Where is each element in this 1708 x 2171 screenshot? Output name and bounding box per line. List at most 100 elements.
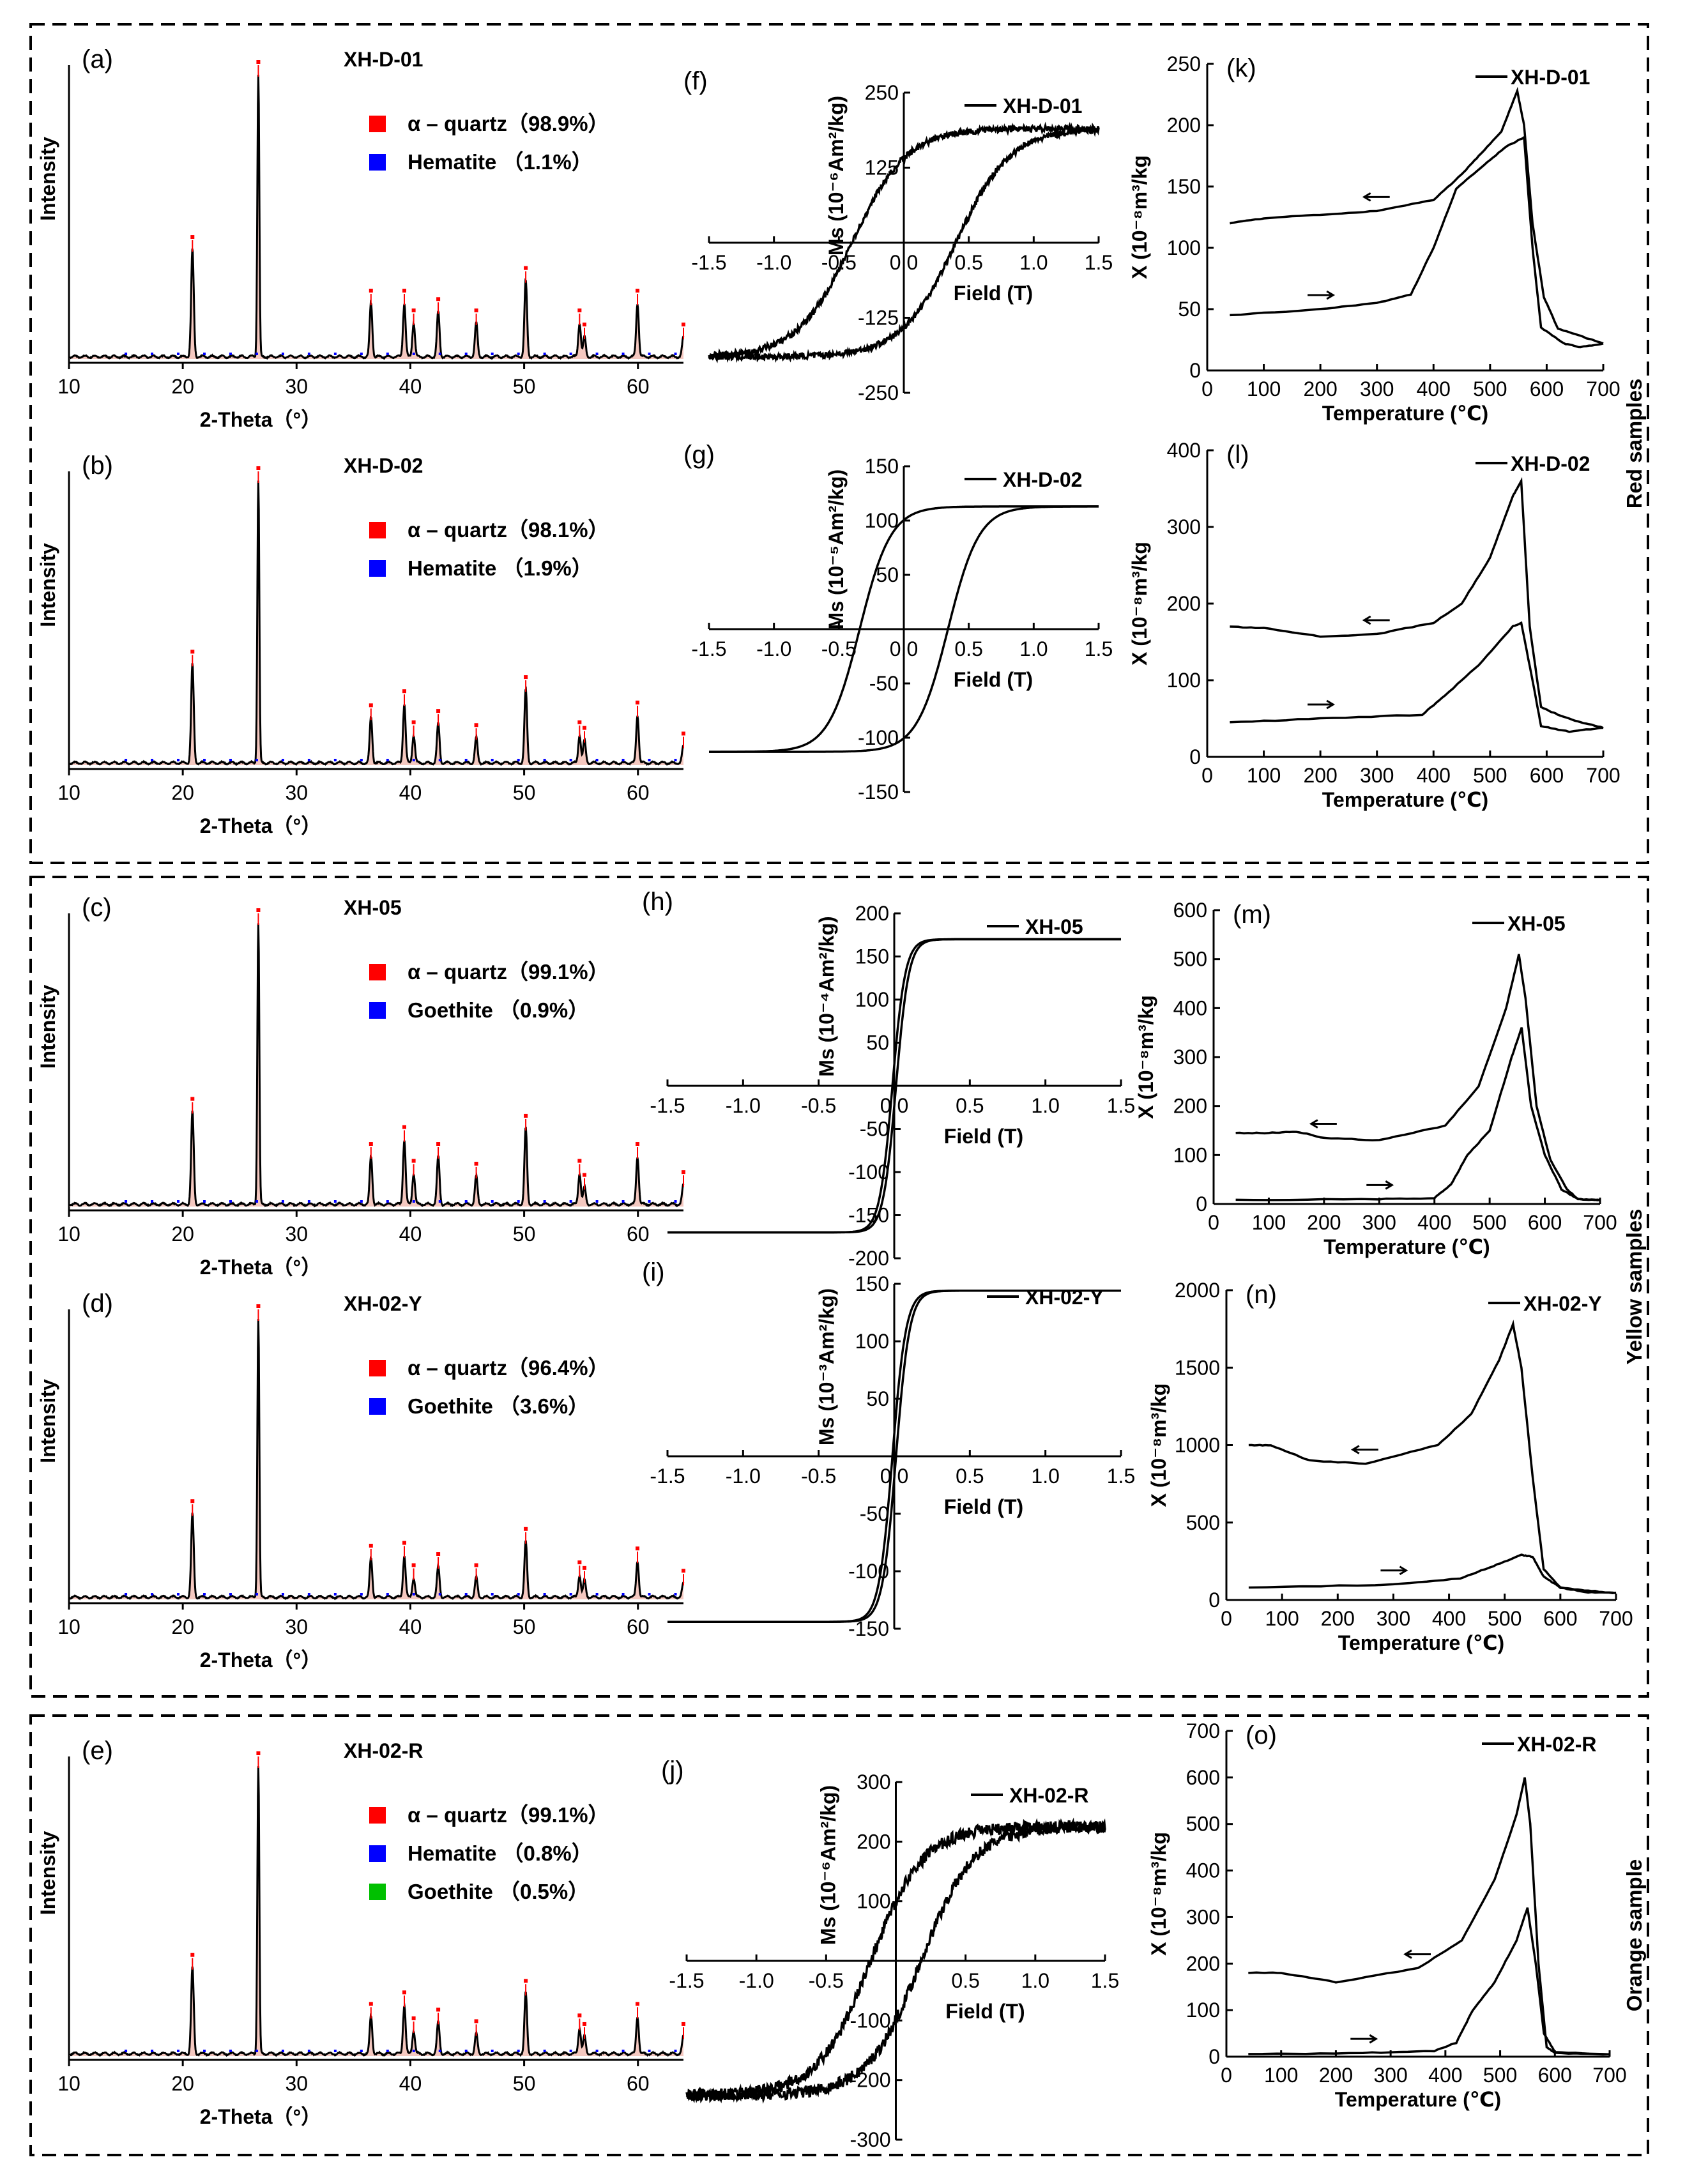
y-tick-label: 1000 bbox=[1175, 1434, 1220, 1457]
minor-phase-dot bbox=[621, 759, 625, 761]
panel-j: -1.5 -1.0 -0.5 0.5 1.0 1.5 300 200 100 -100 -200 -3… bbox=[661, 1756, 1119, 2151]
hysteresis-descending bbox=[667, 938, 1121, 1234]
minor-phase-dot bbox=[125, 353, 128, 355]
minor-phase-dot bbox=[412, 1593, 415, 1596]
y-axis-label: Ms (10⁻⁶Am²/kg) bbox=[817, 1785, 840, 1945]
heating-arrow bbox=[1350, 2034, 1378, 2044]
x-tick-label: 20 bbox=[171, 781, 194, 804]
y-tick-label: 100 bbox=[1167, 236, 1201, 259]
heating-curve bbox=[1235, 1027, 1601, 1201]
quartz-peak-marker bbox=[583, 726, 587, 730]
x-tick-label: 0.0 bbox=[890, 637, 918, 660]
legend-label: α – quartz（96.4%） bbox=[408, 1356, 609, 1380]
y-axis-label: Ms (10⁻³Am²/kg) bbox=[815, 1288, 838, 1445]
x-tick-label: 60 bbox=[627, 1223, 650, 1245]
hysteresis-descending bbox=[685, 1818, 1106, 2104]
x-tick-label: 200 bbox=[1303, 377, 1337, 400]
group-label: Orange sample bbox=[1622, 1859, 1646, 2011]
x-tick-label: 40 bbox=[399, 1223, 422, 1245]
quartz-peak-marker bbox=[682, 731, 685, 736]
minor-phase-dot bbox=[229, 759, 232, 761]
y-axis-label: Ms (10⁻⁵Am²/kg) bbox=[825, 469, 848, 630]
panel-label: (g) bbox=[683, 441, 715, 469]
sample-title: XH-02-R bbox=[344, 1739, 423, 1762]
y-tick-label: 50 bbox=[866, 1387, 889, 1410]
minor-phase-dot bbox=[543, 2050, 546, 2052]
minor-phase-dot bbox=[177, 759, 180, 761]
x-tick-label: 500 bbox=[1488, 1607, 1521, 1630]
panel-label: (f) bbox=[683, 67, 708, 95]
y-tick-label: 500 bbox=[1173, 948, 1207, 971]
y-axis-label: X (10⁻⁸m³/kg bbox=[1128, 542, 1151, 666]
hysteresis-descending bbox=[667, 1290, 1121, 1623]
minor-phase-dot bbox=[464, 1593, 468, 1596]
legend-label: α – quartz（98.9%） bbox=[408, 112, 609, 135]
minor-phase-dot bbox=[202, 2050, 206, 2052]
minor-phase-dot bbox=[648, 2050, 651, 2052]
pattern-curve bbox=[68, 1766, 685, 2057]
minor-phase-dot bbox=[333, 353, 337, 355]
minor-phase-dot bbox=[438, 1593, 441, 1596]
minor-phase-dot bbox=[464, 1200, 468, 1203]
x-tick-label: 1.5 bbox=[1085, 251, 1113, 274]
x-tick-label: -1.0 bbox=[739, 1969, 774, 1992]
panel-e: 10 20 30 40 50 60 (e) XH-02-R Intensity 2-Theta（°… bbox=[36, 1737, 685, 2128]
y-tick-label: 600 bbox=[1186, 1766, 1220, 1789]
minor-phase-dot bbox=[307, 2050, 310, 2052]
sample-title: XH-05 bbox=[344, 896, 402, 919]
y-axis-label: Ms (10⁻⁶Am²/kg) bbox=[825, 96, 848, 255]
panel-label: (c) bbox=[82, 894, 112, 922]
minor-phase-dot bbox=[202, 759, 206, 761]
y-tick-label: -125 bbox=[858, 307, 899, 330]
legend-swatch bbox=[369, 154, 386, 171]
heating-arrow bbox=[1380, 1565, 1408, 1576]
cooling-curve bbox=[1230, 86, 1604, 345]
minor-phase-dot bbox=[595, 1593, 599, 1596]
y-tick-label: -50 bbox=[860, 1118, 889, 1141]
x-tick-label: 60 bbox=[627, 2072, 650, 2095]
x-axis-label: Field (T) bbox=[944, 1125, 1023, 1148]
x-tick-label: 400 bbox=[1428, 2064, 1462, 2087]
quartz-peak-marker bbox=[369, 1543, 373, 1548]
legend-swatch bbox=[369, 1884, 386, 1900]
y-tick-label: 150 bbox=[855, 1272, 889, 1295]
legend-label: XH-D-02 bbox=[1003, 468, 1082, 491]
quartz-peak-marker bbox=[402, 689, 407, 694]
panel-label: (j) bbox=[661, 1756, 684, 1785]
quartz-peak-marker bbox=[436, 297, 441, 301]
panel-h: -1.5 -1.0 -0.5 0.0 0.5 1.0 1.520015010050-50-1… bbox=[642, 888, 1135, 1270]
x-tick-label: 100 bbox=[1252, 1211, 1286, 1234]
panel-d: 10 20 30 40 50 60 (d) XH-02-Y Intensity 2-Theta（°… bbox=[36, 1290, 685, 1672]
minor-phase-dot bbox=[648, 1593, 651, 1596]
x-axis-label: Field (T) bbox=[954, 282, 1033, 305]
quartz-peak-marker bbox=[411, 308, 416, 312]
minor-phase-dot bbox=[386, 2050, 389, 2052]
minor-phase-dot bbox=[464, 759, 468, 761]
y-tick-label: 50 bbox=[1178, 298, 1201, 321]
cooling-curve bbox=[1235, 954, 1601, 1201]
x-tick-label: 10 bbox=[57, 1615, 80, 1638]
cooling-arrow bbox=[1362, 192, 1390, 202]
panel-l: 0 100 200 300 400 500 600 700 0 100 200 300 400 (l) XH… bbox=[1128, 439, 1620, 811]
y-axis-label: Intensity bbox=[36, 985, 59, 1069]
y-axis-label: X (10⁻⁸m³/kg bbox=[1147, 1832, 1170, 1956]
y-tick-label: 100 bbox=[855, 1330, 889, 1353]
minor-phase-dot bbox=[517, 759, 520, 761]
panel-label: (i) bbox=[642, 1258, 665, 1286]
quartz-peak-marker bbox=[636, 700, 640, 705]
x-tick-label: 1.5 bbox=[1107, 1094, 1135, 1117]
x-tick-label: 200 bbox=[1319, 2064, 1353, 2087]
y-tick-label: 1500 bbox=[1175, 1356, 1220, 1379]
minor-phase-dot bbox=[569, 353, 572, 355]
panel-n: 0 100 200 300 400 500 600 700 0 500 1000 1500 2000 (n… bbox=[1147, 1279, 1633, 1654]
heating-arrow bbox=[1308, 699, 1336, 710]
y-tick-label: 500 bbox=[1186, 1813, 1220, 1836]
y-tick-label: 400 bbox=[1186, 1859, 1220, 1882]
x-tick-label: 20 bbox=[171, 1223, 194, 1245]
x-tick-label: 1.0 bbox=[1031, 1465, 1059, 1488]
quartz-peak-marker bbox=[402, 289, 407, 293]
y-axis-label: X (10⁻⁸m³/kg bbox=[1134, 995, 1157, 1119]
sample-title: XH-02-Y bbox=[344, 1292, 422, 1315]
minor-phase-dot bbox=[491, 1593, 494, 1596]
x-tick-label: 20 bbox=[171, 375, 194, 398]
